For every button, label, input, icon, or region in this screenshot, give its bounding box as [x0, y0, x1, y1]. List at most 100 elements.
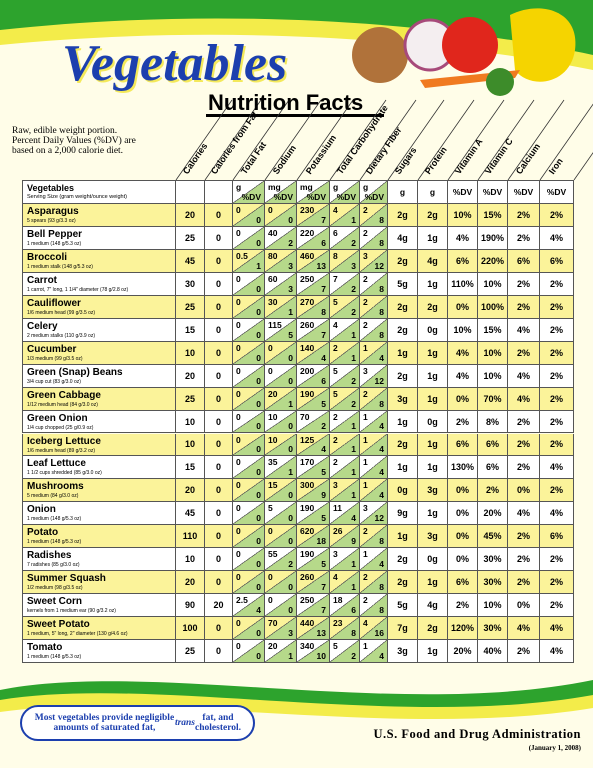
value: 30% — [483, 623, 502, 634]
name-cell: Potato 1 medium (148 g/5.3 oz) — [22, 525, 176, 549]
value: 6% — [455, 439, 469, 450]
value: 220% — [480, 255, 505, 266]
value-cell: 2g — [388, 548, 418, 572]
value-cell: 2% — [508, 525, 540, 549]
amount: 3 — [333, 480, 338, 491]
value: 4% — [549, 623, 563, 634]
value: 20 — [184, 577, 195, 588]
value: 1g — [427, 232, 438, 243]
percent-dv: 10 — [316, 650, 326, 661]
unit: %DV — [452, 187, 473, 197]
pepper — [510, 8, 576, 82]
vegetable-name: Sweet Potato — [27, 619, 90, 631]
unit: mg — [268, 182, 281, 192]
percent-dv: 7 — [321, 283, 326, 294]
value: 2% — [549, 370, 563, 381]
vegetable-name: Broccoli — [27, 251, 68, 263]
value-cell: 70 3 — [265, 617, 297, 641]
value: 4% — [549, 232, 563, 243]
value: 2g — [397, 255, 408, 266]
amount: 2 — [363, 319, 368, 330]
value-cell: 4% — [540, 640, 574, 663]
amount: 0 — [236, 296, 241, 307]
value-cell: 3g — [388, 640, 418, 663]
value: 45 — [184, 255, 195, 266]
vegetable-name: Potato — [27, 527, 59, 539]
value-cell: 3g — [418, 525, 448, 549]
serving-size: 2 medium stalks (110 g/3.9 oz) — [27, 332, 95, 339]
value-cell: 20 1 — [265, 387, 297, 411]
value-cell: 2% — [540, 433, 574, 457]
value: 4% — [549, 646, 563, 657]
value-cell: 0 — [205, 502, 233, 526]
value-cell: 0% — [448, 295, 478, 319]
value-cell: 80 3 — [265, 249, 297, 273]
value-cell: 2g — [388, 364, 418, 388]
unit-cell: mg %DV — [265, 180, 297, 204]
value-cell: 20 — [176, 571, 205, 595]
name-cell: Bell Pepper 1 medium (148 g/5.3 oz) — [22, 226, 176, 250]
value-cell: 3g — [388, 387, 418, 411]
header-divider — [175, 99, 233, 181]
serving-size: 1 medium stalk (148 g/5.3 oz) — [27, 263, 93, 270]
value: 0 — [215, 531, 221, 542]
percent-dv: 0 — [256, 467, 261, 478]
value-cell: 1g — [388, 456, 418, 480]
value-cell: 260 7 — [297, 571, 330, 595]
value-cell: 11 4 — [330, 502, 360, 526]
value: 25 — [184, 301, 195, 312]
value: 0 — [215, 554, 221, 565]
value-cell: 1g — [418, 640, 448, 663]
value-cell: 4% — [508, 318, 540, 342]
value-cell: 190 5 — [297, 548, 330, 572]
value-cell: 0 — [205, 548, 233, 572]
amount: 5 — [333, 388, 338, 399]
value-cell: 25 — [176, 295, 205, 319]
value: 6% — [455, 255, 469, 266]
amount: 0 — [236, 342, 241, 353]
name-cell: Green Cabbage 1/12 medium head (84 g/3.0 … — [22, 387, 176, 411]
value-cell: 1g — [388, 341, 418, 365]
percent-dv: 0 — [288, 352, 293, 363]
amount: 0 — [236, 618, 241, 629]
amount: 0 — [268, 205, 273, 215]
amount: 70 — [268, 618, 278, 629]
value-cell: 6% — [540, 249, 574, 273]
value: 0% — [455, 301, 469, 312]
percent-dv: 6 — [351, 605, 356, 616]
amount: 0 — [268, 526, 273, 537]
value-cell: 35 1 — [265, 456, 297, 480]
value-cell: 0% — [448, 525, 478, 549]
value: 0% — [516, 485, 530, 496]
amount: 0 — [236, 319, 241, 330]
header-divider — [417, 99, 475, 181]
value: 0% — [455, 554, 469, 565]
amount: 2 — [333, 411, 338, 422]
percent-dv: 5 — [288, 329, 293, 340]
percent-dv: 0 — [256, 444, 261, 455]
percent-dv: 18 — [316, 536, 326, 547]
name-cell: Onion 1 medium (148 g/5.3 oz) — [22, 502, 176, 526]
value-cell: 20% — [448, 640, 478, 663]
value: 1g — [427, 508, 438, 519]
amount: 0 — [268, 572, 273, 583]
value-cell: 4% — [540, 456, 574, 480]
value: 110% — [451, 278, 474, 289]
vegetable-name: Green (Snap) Beans — [27, 366, 123, 378]
value-cell: 10 0 — [265, 433, 297, 457]
value-cell: 70 2 — [297, 410, 330, 434]
